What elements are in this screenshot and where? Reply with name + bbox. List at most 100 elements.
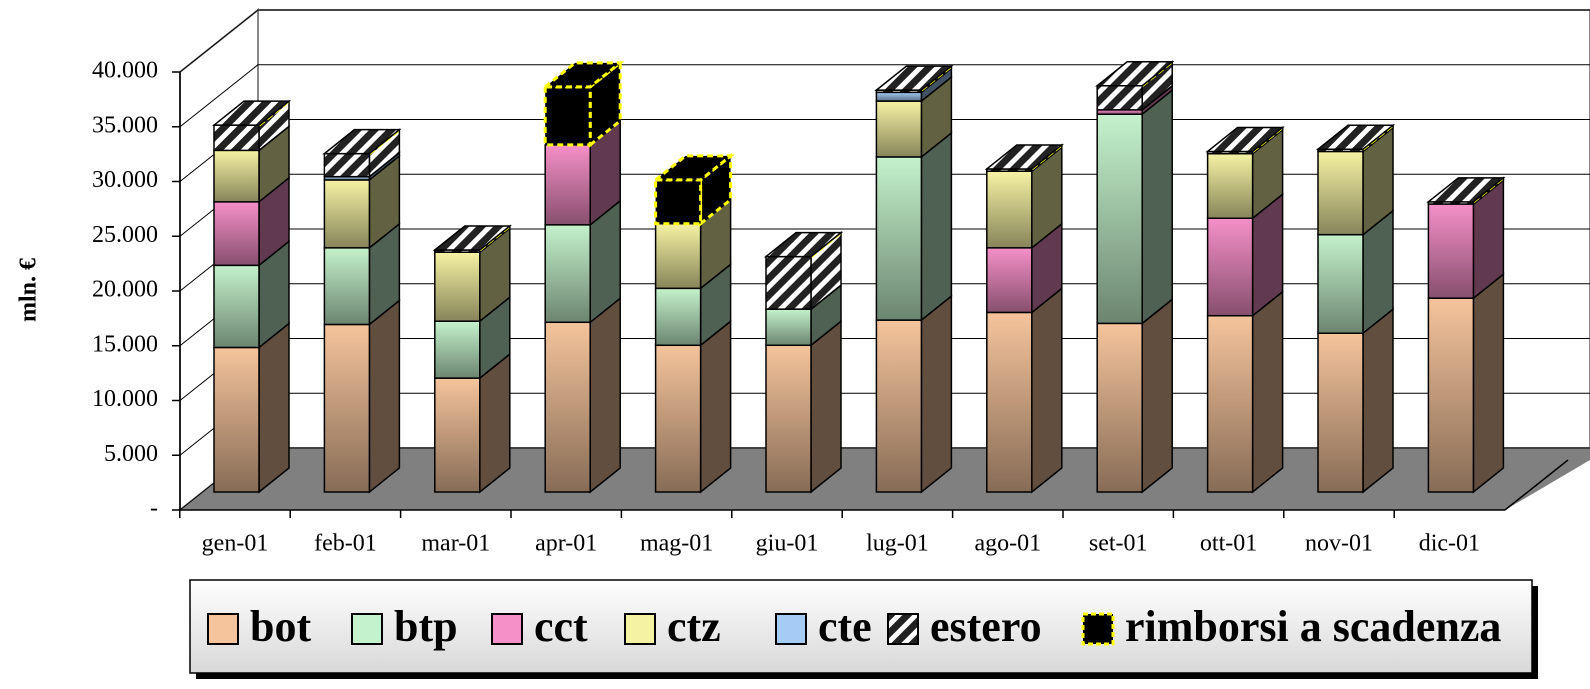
bar-segment [654, 287, 702, 347]
bar-segment [1096, 85, 1143, 111]
bar-side [1362, 307, 1394, 494]
bar-segment [213, 264, 260, 349]
bar-side [1141, 88, 1173, 325]
bar-segment [1206, 152, 1254, 220]
grid-line [179, 9, 1590, 73]
bar-segment [875, 156, 923, 321]
x-tick-label: apr-01 [535, 531, 597, 557]
floor-edge [1504, 459, 1569, 511]
legend-label: bot [250, 602, 311, 651]
x-tick-label: mar-01 [421, 531, 490, 557]
bar-segment [434, 377, 481, 493]
bar-segment [1317, 233, 1364, 334]
bar-side [699, 319, 732, 494]
legend-swatch [491, 613, 523, 645]
legend-label: btp [394, 602, 458, 651]
x-tick-label: set-01 [1089, 531, 1148, 557]
bar-segment [1206, 314, 1254, 493]
bar-top [211, 100, 292, 126]
bar-segment [544, 144, 591, 226]
y-tick-label: 40.000 [92, 58, 158, 84]
bar-top [432, 225, 512, 251]
bar-segment [654, 344, 702, 493]
legend-swatch [1081, 612, 1115, 646]
bar-top [984, 144, 1064, 170]
bar-top [1205, 126, 1285, 153]
bar-segment [213, 149, 260, 203]
bar-top [651, 154, 735, 182]
y-tick-label: 10.000 [92, 386, 158, 412]
bar-side [1141, 297, 1173, 494]
bar-segment [1317, 150, 1364, 236]
bar-top [1095, 61, 1175, 87]
x-tick-label: mag-01 [640, 531, 713, 557]
legend-swatch [775, 613, 807, 645]
x-tick-label: ott-01 [1200, 531, 1257, 557]
y-tick-label: - [150, 496, 158, 522]
bar-segment [323, 323, 371, 493]
bar-segment [1206, 217, 1254, 317]
bar-segment [544, 321, 591, 493]
legend-label: cte [818, 602, 872, 651]
y-tick-label: 5.000 [104, 441, 158, 467]
bar-side [1031, 286, 1063, 494]
y-tick-label: 20.000 [92, 277, 158, 303]
y-tick-label: 25.000 [92, 222, 158, 248]
bar-segment [1096, 113, 1143, 325]
bar-top [874, 65, 954, 91]
y-tick-label: 15.000 [92, 331, 158, 357]
y-tick-label: 30.000 [92, 167, 158, 193]
bar-top [322, 128, 402, 155]
bar-segment [654, 178, 703, 226]
x-tick-label: nov-01 [1305, 531, 1373, 557]
legend-swatch [207, 613, 239, 645]
x-tick-label: lug-01 [866, 531, 929, 557]
legend-swatch [351, 613, 383, 645]
bar-segment [213, 201, 260, 267]
bar-segment [765, 255, 812, 310]
bar-segment [1317, 332, 1364, 493]
bar-segment [323, 179, 371, 249]
bar-segment [544, 224, 591, 324]
x-tick-label: ago-01 [974, 531, 1041, 557]
bar-segment [765, 344, 812, 493]
bar-segment [1427, 297, 1475, 493]
y-tick-label: 35.000 [92, 112, 158, 138]
bar-side [1472, 272, 1505, 494]
bar-top [763, 231, 844, 258]
bar-segment [213, 346, 260, 493]
bar-segment [323, 152, 371, 178]
bar-segment [654, 222, 702, 290]
x-tick-label: gen-01 [202, 531, 269, 557]
legend-label: rimborsi a scadenza [1125, 602, 1501, 651]
x-tick-label: giu-01 [756, 531, 819, 557]
bar-segment [986, 170, 1033, 249]
bar-segment [213, 124, 260, 152]
bar-top [1426, 177, 1506, 203]
bar-side [920, 131, 953, 322]
bar-segment [543, 85, 592, 147]
bar-side [810, 319, 842, 494]
legend [189, 579, 1533, 674]
bar-side [258, 321, 290, 494]
legend-swatch [624, 613, 656, 645]
legend-label: cct [534, 602, 588, 651]
bar-segment [1096, 322, 1143, 493]
legend-label: ctz [667, 602, 721, 651]
bar-segment [875, 100, 923, 158]
x-tick-label: dic-01 [1419, 531, 1480, 557]
bar-segment [1427, 203, 1475, 299]
bar-segment [986, 311, 1033, 493]
bar-segment [986, 247, 1033, 314]
bar-top [540, 61, 625, 89]
bar-top [1315, 124, 1396, 151]
y-axis-label: mln. € [16, 258, 42, 322]
legend-swatch [887, 613, 919, 645]
bar-segment [323, 247, 371, 326]
bar-side [1251, 290, 1284, 494]
bar-side [368, 298, 401, 494]
bar-side [589, 296, 621, 494]
bar-side [920, 294, 953, 494]
bar-segment [434, 251, 481, 322]
